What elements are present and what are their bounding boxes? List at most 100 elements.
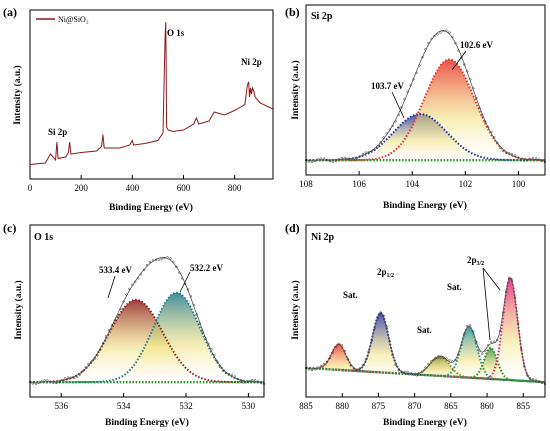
panel-d-raw-point [519, 347, 523, 350]
panel-d-raw-point [331, 351, 335, 354]
panel-c-peak-line [30, 291, 264, 384]
panel-d-raw-point [412, 373, 415, 376]
panel-c-ylabel: Intensity (a.u.) [13, 280, 24, 339]
panel-c-raw-point [137, 277, 140, 280]
panel-b-raw-point [516, 156, 520, 159]
panel-d-raw-points [304, 276, 547, 386]
panel-d-raw-point [334, 345, 338, 349]
panel-c-raw-point [84, 366, 87, 369]
panel-d-raw-point [319, 364, 323, 368]
panel-b-raw-point [484, 120, 487, 124]
panel-b-raw-point [433, 34, 436, 38]
panel-d-raw-point [388, 339, 391, 343]
panel-c-raw-point [81, 369, 84, 373]
panel-b-ylabel: Intensity (a.u.) [290, 60, 301, 119]
panel-d-raw-point [487, 344, 490, 347]
panel-d-raw-point [376, 316, 379, 319]
panel-a-x-tick-label: 400 [126, 183, 140, 193]
panel-b-raw-point [322, 157, 326, 160]
panel-d-raw-point [364, 358, 367, 361]
panel-b-frame [305, 4, 546, 176]
panel-a-ann-ni: Ni 2p [241, 57, 262, 67]
panel-d-raw-point [430, 360, 433, 363]
panel-c-raw-point [145, 264, 149, 267]
panel-c-raw-point [107, 329, 111, 332]
panel-b-raw-point [364, 151, 367, 154]
panel-a-x-tick-label: 800 [228, 183, 242, 193]
panel-b-raw-point [540, 159, 544, 163]
panel-d-raw-point [534, 378, 538, 382]
panel-c-raw-point [154, 258, 157, 262]
panel-d-x-tick-label: 885 [299, 401, 313, 411]
panel-b-raw-point [412, 78, 415, 81]
panel-b-raw-point [439, 31, 442, 34]
panel-c-raw-point [169, 257, 172, 260]
panel-b-raw-point [382, 136, 385, 139]
panel-b-title: Si 2p [311, 11, 333, 22]
panel-d-raw-point [460, 343, 463, 346]
panel-d-raw-point [493, 340, 496, 343]
panel-b-raw-point [534, 157, 538, 160]
panel-c-raw-point [166, 256, 169, 259]
panel-c: (c) 536 534 532 530 O 1s 533.4 eV 532.2 eV … [3, 221, 266, 428]
panel-b-raw-point [316, 158, 320, 161]
panel-c-raw-point [142, 268, 146, 271]
panel-b-label: (b) [285, 5, 300, 19]
panel-d-raw-point [448, 359, 451, 362]
panel-b-raw-point [325, 158, 329, 162]
panel-b-x-tick-label: 102 [459, 179, 473, 189]
panel-c-raw-point [134, 280, 137, 283]
panel-c-raw-point [52, 381, 55, 384]
panel-c-raw-point [230, 373, 233, 377]
panel-b-leader-1 [391, 91, 405, 119]
panel-d-raw-point [373, 327, 376, 330]
panel-d-raw-point [436, 356, 439, 360]
panel-d-raw-point [466, 325, 469, 328]
panel-c-raw-point [172, 260, 175, 263]
panel-c-xlabel: Binding Energy (eV) [105, 417, 189, 428]
panel-c-raw-point [122, 300, 125, 303]
panel-c-raw-point [101, 342, 105, 345]
panel-c-raw-point [210, 348, 213, 351]
panel-d-raw-point [313, 368, 317, 371]
panel-b-raw-point [466, 70, 469, 73]
panel-c-raw-point [31, 382, 35, 385]
panel-d-raw-point [328, 356, 332, 360]
panel-d-2p12-label: 2p1/2 [377, 267, 394, 279]
panel-c-raw-point [40, 380, 43, 383]
panel-d-raw-point [451, 360, 454, 363]
panel-d-raw-point [490, 340, 493, 344]
panel-c-raw-point [254, 379, 257, 382]
panel-c-raw-point [157, 258, 160, 261]
panel-c-envelope [30, 257, 264, 383]
panel-c-raw-point [242, 381, 245, 384]
panel-d-peak-fill [306, 347, 545, 383]
panel-d-raw-point [540, 381, 544, 385]
panel-b-raw-point [346, 157, 349, 160]
panel-b-envelope [306, 30, 545, 161]
panel-d-baseline [306, 366, 546, 384]
panel-b-raw-point [397, 113, 400, 117]
panel-b-raw-point [307, 160, 311, 163]
panel-d-raw-point [370, 339, 373, 342]
panel-c-raw-point [116, 314, 119, 317]
panel-b-peak1-label: 103.7 eV [371, 81, 404, 91]
panel-b-raw-points [304, 29, 547, 163]
panel-d-raw-point [325, 360, 329, 364]
panel-c-raw-point [87, 362, 90, 366]
panel-b-raw-point [427, 41, 430, 45]
panel-d-raw-point [510, 278, 514, 281]
panel-b-raw-point [406, 90, 409, 93]
panel-d-raw-point [499, 329, 502, 333]
panel-c-raw-point [72, 376, 76, 380]
panel-b-raw-point [367, 150, 370, 154]
panel-d-raw-point [382, 314, 385, 317]
panel-b-raw-point [475, 97, 478, 100]
panel-d-x-tick-label: 875 [372, 401, 386, 411]
panel-c-raw-point [216, 360, 219, 363]
panel-d-raw-point [505, 290, 508, 293]
panel-d-raw-point [358, 367, 361, 370]
panel-d-raw-point [349, 364, 352, 367]
panel-d-raw-point [433, 358, 436, 361]
panel-b-raw-point [340, 156, 343, 160]
